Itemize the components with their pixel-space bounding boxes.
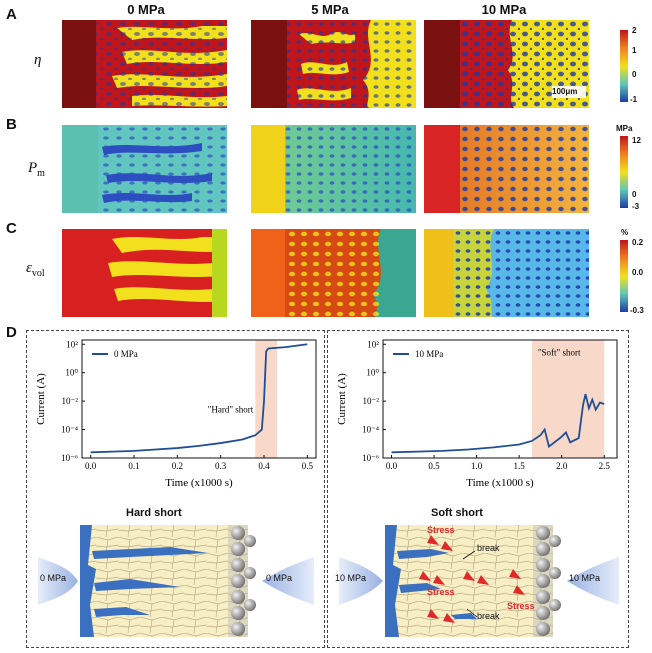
x-tick-label: 1.5 <box>514 461 526 471</box>
y-tick-label: 10⁻⁴ <box>362 425 379 435</box>
plot-frame <box>382 339 618 459</box>
short-region-shade <box>531 340 605 458</box>
y-axis-label: Current (A) <box>336 373 348 425</box>
eta-map-10mpa: 100μm <box>424 20 589 108</box>
stress-label-1: Stress <box>427 525 455 535</box>
soft-left-pressure: 10 MPa <box>335 573 367 583</box>
chart-0mpa: 0.0 0.1 0.2 0.3 0.4 0.5 10² 10⁰ 10⁻² 10⁻⁴ 10⁻⁶ 0 MP… <box>35 339 317 489</box>
y-tick-label: 10⁻² <box>363 396 380 406</box>
short-annotation: "Soft" short <box>538 348 581 358</box>
x-tick-label: 0.3 <box>215 461 227 471</box>
x-tick-label: 0.2 <box>172 461 183 471</box>
evol-colorbar <box>620 240 628 312</box>
pm-unit: MPa <box>616 124 633 133</box>
x-tick-label: 2.5 <box>599 461 611 471</box>
panel-label-c: C <box>6 220 17 237</box>
panel-d-right-box <box>327 330 629 648</box>
short-annotation: "Hard" short <box>208 405 254 415</box>
hard-short-schematic: Hard short <box>30 505 322 645</box>
panel-label-b: B <box>6 116 17 133</box>
eta-tick-2: 2 <box>632 26 637 35</box>
pm-map-0mpa <box>62 125 227 213</box>
stress-label-3: Stress <box>507 601 535 611</box>
x-tick-label: 0.0 <box>85 461 97 471</box>
x-tick-label: 0.4 <box>258 461 270 471</box>
legend-label: 10 MPa <box>415 349 443 359</box>
pm-tick-0: 0 <box>632 190 637 199</box>
soft-right-pressure: 10 MPa <box>569 573 601 583</box>
x-tick-label: 0.0 <box>386 461 398 471</box>
pm-tick-12: 12 <box>632 136 641 145</box>
eta-tick-1: 1 <box>632 46 637 55</box>
current-curve <box>90 343 308 454</box>
row-label-pm: Pm <box>28 160 45 179</box>
eta-colorbar <box>620 30 628 102</box>
y-tick-label: 10² <box>367 339 379 349</box>
x-tick-label: 0.1 <box>128 461 139 471</box>
pm-map-5mpa <box>251 125 416 213</box>
x-tick-label: 2.0 <box>556 461 568 471</box>
pm-tick-neg3: -3 <box>632 202 640 211</box>
x-tick-label: 0.5 <box>428 461 440 471</box>
evol-tick-neg0.3: -0.3 <box>630 306 644 315</box>
x-tick-label: 0.5 <box>302 461 314 471</box>
y-tick-label: 10⁻⁴ <box>61 425 78 435</box>
break-label-2: break <box>477 611 500 621</box>
pm-map-10mpa <box>424 125 589 213</box>
x-tick-label: 1.0 <box>471 461 483 471</box>
soft-short-schematic: Soft short <box>331 505 623 645</box>
panel-d-left-box <box>26 330 325 648</box>
column-header-5: 5 MPa <box>311 2 349 17</box>
y-tick-label: 10⁻⁶ <box>362 453 379 463</box>
x-axis-label: Time (x1000 s) <box>165 477 233 489</box>
evol-unit: % <box>621 228 629 237</box>
evol-tick-0.2: 0.2 <box>632 238 644 247</box>
panel-label-d: D <box>6 324 17 341</box>
hard-right-pressure: 0 MPa <box>266 573 293 583</box>
plot-frame <box>81 339 317 459</box>
chart-10mpa: 0.0 0.5 1.0 1.5 2.0 2.5 10² 10⁰ 10⁻² 10⁻⁴ 10⁻⁶ 10 M… <box>336 339 618 489</box>
pm-colorbar <box>620 136 628 208</box>
soft-short-title: Soft short <box>431 507 483 519</box>
row-label-eta: η <box>34 52 42 68</box>
y-tick-label: 10² <box>66 339 78 349</box>
hard-left-pressure: 0 MPa <box>40 573 67 583</box>
evol-map-0mpa <box>62 229 227 317</box>
hard-balls <box>231 526 256 636</box>
evol-map-10mpa <box>424 229 589 317</box>
eta-map-0mpa <box>62 20 227 108</box>
y-tick-label: 10⁻⁶ <box>61 453 78 463</box>
hard-short-title: Hard short <box>126 507 182 519</box>
eta-tick-neg1: -1 <box>630 95 638 104</box>
column-header-0: 0 MPa <box>127 2 165 17</box>
stress-label-2: Stress <box>427 587 455 597</box>
break-label-1: break <box>477 543 500 553</box>
current-curve <box>391 393 605 454</box>
y-tick-label: 10⁻² <box>62 396 79 406</box>
evol-tick-0.0: 0.0 <box>632 268 644 277</box>
evol-map-5mpa <box>251 229 416 317</box>
short-region-shade <box>255 340 277 458</box>
column-header-10: 10 MPa <box>481 2 527 17</box>
panel-label-a: A <box>6 6 17 23</box>
x-axis-label: Time (x1000 s) <box>466 477 534 489</box>
y-axis-label: Current (A) <box>35 373 47 425</box>
soft-balls <box>536 526 561 636</box>
y-tick-label: 10⁰ <box>366 368 379 378</box>
stress-arrows <box>419 535 525 623</box>
eta-tick-0: 0 <box>632 70 637 79</box>
row-label-evol: εvol <box>26 260 45 279</box>
scale-bar-label: 100μm <box>552 87 578 96</box>
eta-map-5mpa <box>251 20 416 108</box>
y-tick-label: 10⁰ <box>65 368 78 378</box>
legend-label: 0 MPa <box>114 349 138 359</box>
